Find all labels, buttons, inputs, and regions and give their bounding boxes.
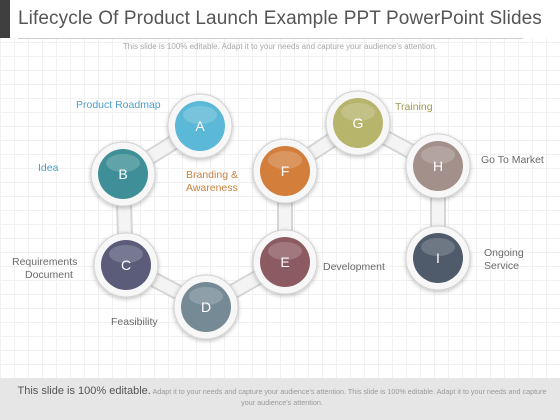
label-branding-line2: Awareness <box>186 182 238 194</box>
label-product-roadmap: Product Roadmap <box>76 99 161 111</box>
node-d: D <box>173 274 239 340</box>
node-b: B <box>90 141 156 207</box>
label-ongoing-line2: Service <box>484 260 520 272</box>
node-e-letter: E <box>280 254 289 270</box>
node-b-disc <box>98 149 148 199</box>
page-subtitle: This slide is 100% editable. Adapt it to… <box>122 42 438 51</box>
node-g-disc <box>333 98 383 148</box>
node-h: H <box>405 133 471 199</box>
footer-bar: This slide is 100% editable. Adapt it to… <box>0 378 560 420</box>
node-i: I <box>405 225 471 291</box>
label-development: Development <box>323 261 385 273</box>
label-branding-line1: Branding & <box>186 169 238 181</box>
node-i-gloss <box>421 238 455 256</box>
node-i-letter: I <box>436 250 440 266</box>
footer-text: This slide is 100% editable. Adapt it to… <box>12 386 552 408</box>
label-feasibility: Feasibility <box>111 316 158 328</box>
label-go-to-market: Go To Market <box>481 154 544 166</box>
node-g: G <box>325 90 391 156</box>
node-e-disc <box>260 237 310 287</box>
node-b-letter: B <box>118 166 127 182</box>
title-divider <box>18 38 523 39</box>
node-e: E <box>252 229 318 295</box>
label-requirements-line2: Document <box>25 269 73 281</box>
footer-body: Adapt it to your needs and capture your … <box>152 387 547 407</box>
node-a-letter: A <box>195 118 205 134</box>
node-c-disc <box>101 240 151 290</box>
node-group: A B C D E F G H I <box>90 90 471 340</box>
node-f-gloss <box>268 151 302 169</box>
node-a-disc <box>175 101 225 151</box>
node-b-gloss <box>106 154 140 172</box>
title-bar: Lifecycle Of Product Launch Example PPT … <box>0 0 560 39</box>
lifecycle-diagram: A B C D E F G H I <box>90 90 471 340</box>
node-d-disc <box>181 282 231 332</box>
label-idea: Idea <box>38 162 59 174</box>
node-d-letter: D <box>201 299 211 315</box>
node-i-disc <box>413 233 463 283</box>
label-training: Training <box>395 101 433 113</box>
footer-lead: This slide is 100% editable. <box>17 385 151 397</box>
node-c-gloss <box>109 245 143 263</box>
node-a-gloss <box>183 106 217 124</box>
node-h-letter: H <box>433 158 443 174</box>
node-g-letter: G <box>353 115 364 131</box>
label-ongoing-line1: Ongoing <box>484 247 524 259</box>
node-f: F <box>252 138 318 204</box>
title-accent <box>0 0 10 38</box>
page-title: Lifecycle Of Product Launch Example PPT … <box>18 8 542 29</box>
node-e-gloss <box>268 242 302 260</box>
node-c-letter: C <box>121 257 131 273</box>
label-requirements-line1: Requirements <box>12 256 78 268</box>
node-h-disc <box>413 141 463 191</box>
node-f-disc <box>260 146 310 196</box>
node-a: A <box>167 93 233 159</box>
node-h-gloss <box>421 146 455 164</box>
node-d-gloss <box>189 287 223 305</box>
node-g-gloss <box>341 103 375 121</box>
node-f-letter: F <box>281 163 290 179</box>
node-c: C <box>93 232 159 298</box>
